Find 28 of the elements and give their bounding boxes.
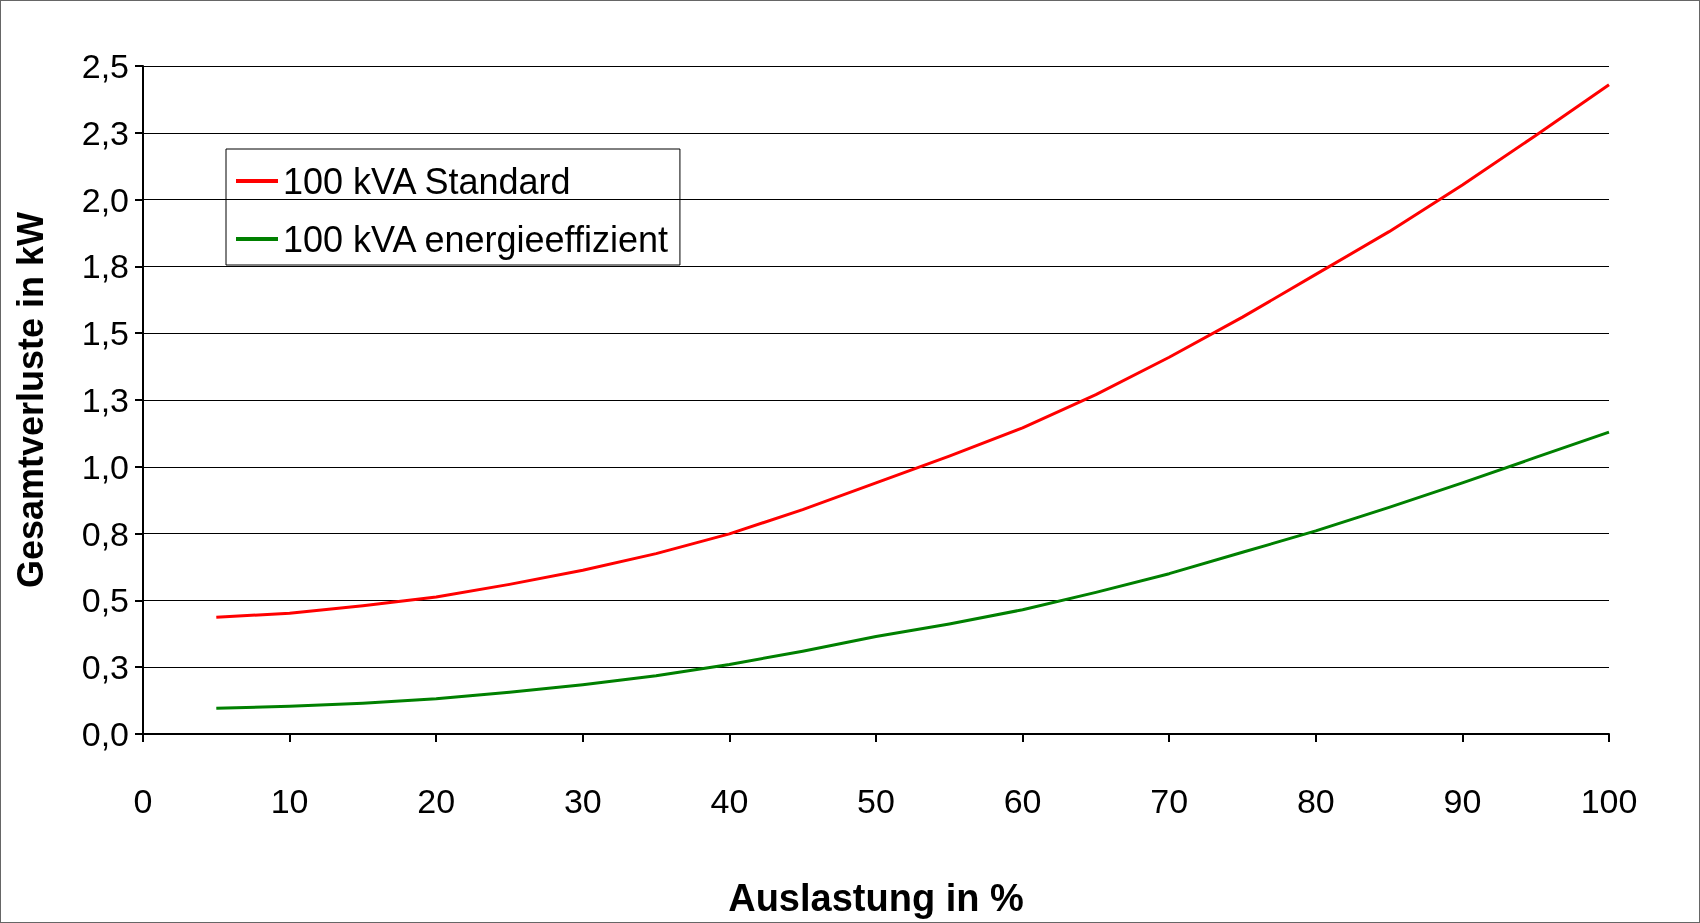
x-tick-label: 30: [563, 782, 602, 820]
x-tick-label: 100: [1580, 782, 1638, 820]
y-tick-label: 0,8: [81, 514, 129, 553]
legend-label: 100 kVA Standard: [283, 160, 571, 202]
x-tick-label: 80: [1296, 782, 1335, 820]
y-tick-label: 0,5: [81, 581, 129, 620]
x-axis-title: Auslastung in %: [728, 877, 1024, 919]
y-tick-label: 0,0: [81, 715, 129, 753]
x-tick-label: 40: [710, 782, 749, 820]
y-axis-title: Gesamtverluste in kW: [9, 211, 51, 589]
y-tick-label: 1,8: [81, 247, 129, 286]
y-tick-label: 1,0: [81, 447, 129, 486]
line-series: [214, 430, 1611, 710]
y-tick-label: 0,3: [81, 648, 129, 687]
y-tick-label: 2,0: [81, 180, 129, 219]
y-tick-label: 2,3: [81, 113, 129, 152]
x-tick-label: 60: [1003, 782, 1042, 820]
legend-label: 100 kVA energieeffizient: [283, 218, 668, 260]
y-tick-label: 1,3: [81, 381, 129, 419]
x-tick-label: 90: [1443, 782, 1482, 820]
x-tick-label: 10: [270, 782, 309, 820]
x-tick-label: 20: [417, 782, 456, 820]
y-tick-label: 1,5: [81, 314, 129, 353]
y-tick-label: 2,5: [81, 47, 129, 85]
x-tick-label: 50: [857, 782, 895, 820]
line-series: [214, 83, 1611, 619]
x-tick-label: 70: [1150, 782, 1189, 820]
x-tick-label: 0: [133, 782, 153, 820]
